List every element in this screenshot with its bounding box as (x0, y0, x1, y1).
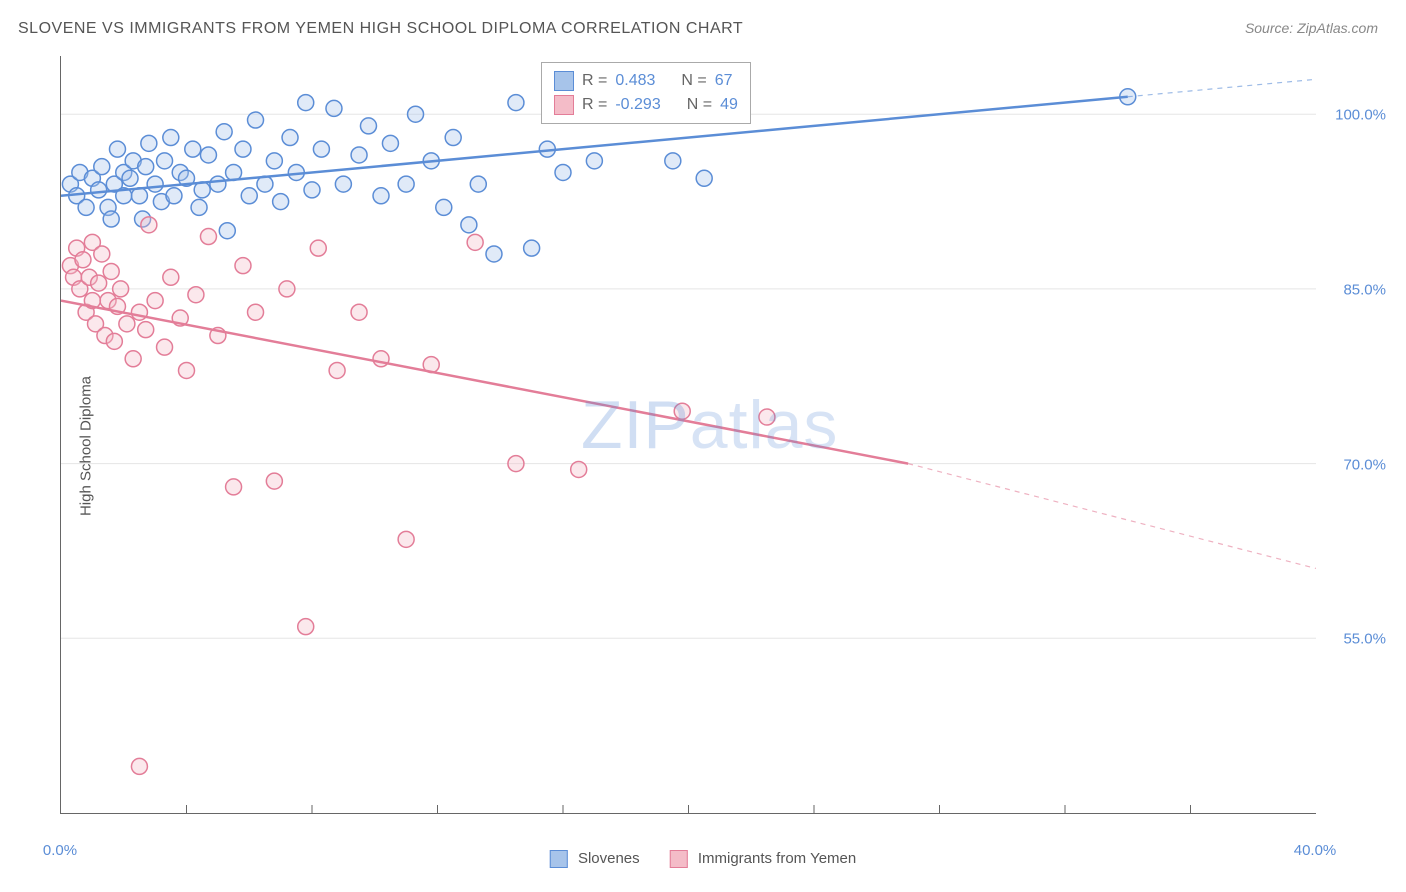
x-tick-label: 40.0% (1294, 842, 1337, 859)
correlation-stats-box: R = 0.483 N = 67 R = -0.293 N = 49 (541, 62, 751, 124)
n-label: N = (681, 72, 706, 90)
y-axis-tick-labels: 55.0% 70.0% 85.0% 100.0% (1321, 56, 1386, 814)
y-tick-label: 100.0% (1335, 107, 1386, 124)
stats-row-slovenes: R = 0.483 N = 67 (554, 69, 738, 93)
y-tick-label: 70.0% (1343, 456, 1386, 473)
legend-label-yemen: Immigrants from Yemen (698, 850, 856, 867)
legend-label-slovenes: Slovenes (578, 850, 640, 867)
r-value-yemen: -0.293 (615, 96, 660, 114)
legend-swatch-icon (550, 850, 568, 868)
plot-area: R = 0.483 N = 67 R = -0.293 N = 49 ZIPat… (60, 56, 1316, 814)
y-tick-label: 55.0% (1343, 631, 1386, 648)
legend-swatch-icon (554, 71, 574, 91)
n-value-slovenes: 67 (715, 72, 733, 90)
legend-swatch-icon (670, 850, 688, 868)
legend-item-slovenes: Slovenes (550, 850, 640, 868)
r-label: R = (582, 96, 607, 114)
chart-svg (61, 56, 1316, 813)
bottom-legend: Slovenes Immigrants from Yemen (550, 850, 856, 868)
stats-row-yemen: R = -0.293 N = 49 (554, 93, 738, 117)
r-label: R = (582, 72, 607, 90)
y-tick-label: 85.0% (1343, 281, 1386, 298)
chart-title: SLOVENE VS IMMIGRANTS FROM YEMEN HIGH SC… (18, 20, 743, 38)
r-value-slovenes: 0.483 (615, 72, 655, 90)
x-tick-label: 0.0% (43, 842, 77, 859)
source-attribution: Source: ZipAtlas.com (1245, 20, 1378, 36)
n-value-yemen: 49 (720, 96, 738, 114)
legend-swatch-icon (554, 95, 574, 115)
legend-item-yemen: Immigrants from Yemen (670, 850, 857, 868)
n-label: N = (687, 96, 712, 114)
